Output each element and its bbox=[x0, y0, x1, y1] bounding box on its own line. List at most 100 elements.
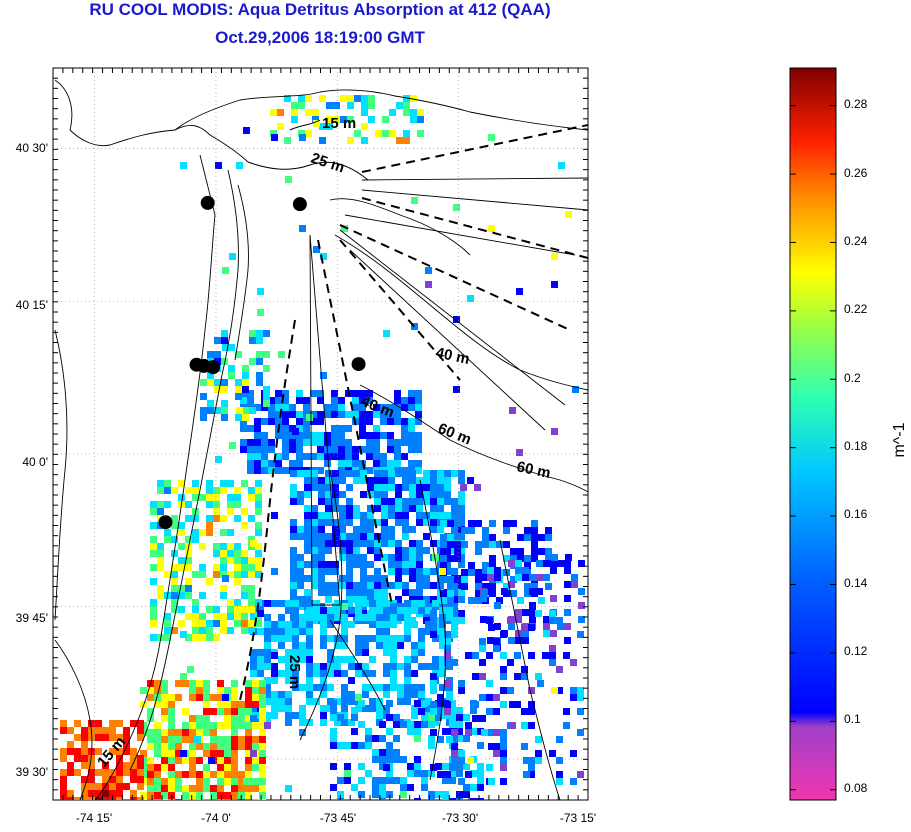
data-pixel bbox=[564, 623, 571, 630]
data-pixel bbox=[360, 491, 367, 498]
data-pixel bbox=[383, 635, 390, 642]
data-pixel bbox=[447, 541, 454, 548]
data-pixel bbox=[407, 784, 414, 791]
data-pixel bbox=[332, 568, 339, 575]
station-marker bbox=[158, 515, 173, 530]
data-pixel bbox=[200, 407, 207, 414]
data-pixel bbox=[256, 358, 263, 365]
data-pixel bbox=[217, 750, 224, 757]
data-pixel bbox=[386, 742, 393, 749]
data-pixel bbox=[528, 771, 535, 778]
data-pixel bbox=[264, 677, 271, 684]
data-pixel bbox=[168, 708, 175, 715]
data-pixel bbox=[325, 470, 332, 477]
data-pixel bbox=[489, 562, 496, 569]
data-pixel bbox=[359, 411, 366, 418]
data-pixel bbox=[259, 701, 266, 708]
data-pixel bbox=[182, 708, 189, 715]
data-pixel bbox=[423, 582, 430, 589]
data-pixel bbox=[404, 614, 411, 621]
data-pixel bbox=[415, 418, 422, 425]
data-pixel bbox=[414, 700, 421, 707]
lon-tick-label: -74 15' bbox=[76, 811, 112, 825]
data-pixel bbox=[360, 512, 367, 519]
data-pixel bbox=[437, 526, 444, 533]
data-pixel bbox=[255, 557, 262, 564]
data-pixel bbox=[479, 673, 486, 680]
data-pixel bbox=[418, 628, 425, 635]
data-pixel bbox=[81, 755, 88, 762]
data-pixel bbox=[531, 527, 538, 534]
data-pixel bbox=[185, 557, 192, 564]
data-pixel bbox=[264, 628, 271, 635]
data-pixel bbox=[257, 309, 264, 316]
data-pixel bbox=[327, 670, 334, 677]
data-pixel bbox=[447, 534, 454, 541]
data-pixel bbox=[235, 379, 242, 386]
data-pixel bbox=[213, 564, 220, 571]
data-pixel bbox=[372, 791, 379, 798]
data-pixel bbox=[440, 590, 447, 597]
data-pixel bbox=[284, 137, 291, 144]
data-pixel bbox=[231, 743, 238, 750]
data-pixel bbox=[171, 585, 178, 592]
data-pixel bbox=[220, 550, 227, 557]
data-pixel bbox=[332, 533, 339, 540]
data-pixel bbox=[369, 635, 376, 642]
data-pixel bbox=[214, 386, 221, 393]
data-pixel bbox=[360, 519, 367, 526]
data-pixel bbox=[468, 569, 475, 576]
data-pixel bbox=[248, 592, 255, 599]
data-pixel bbox=[439, 712, 446, 719]
data-pixel bbox=[366, 418, 373, 425]
data-pixel bbox=[468, 520, 475, 527]
data-pixel bbox=[507, 687, 514, 694]
data-pixel bbox=[168, 764, 175, 771]
data-pixel bbox=[278, 656, 285, 663]
data-pixel bbox=[440, 520, 447, 527]
data-pixel bbox=[88, 797, 95, 800]
data-pixel bbox=[352, 453, 359, 460]
data-pixel bbox=[362, 663, 369, 670]
data-pixel bbox=[479, 659, 486, 666]
data-pixel bbox=[444, 652, 451, 659]
data-pixel bbox=[408, 404, 415, 411]
data-pixel bbox=[359, 390, 366, 397]
data-pixel bbox=[189, 757, 196, 764]
data-pixel bbox=[231, 736, 238, 743]
data-pixel bbox=[296, 446, 303, 453]
data-pixel bbox=[362, 684, 369, 691]
data-pixel bbox=[303, 439, 310, 446]
data-pixel bbox=[296, 425, 303, 432]
data-pixel bbox=[247, 467, 254, 474]
data-pixel bbox=[531, 520, 538, 527]
data-pixel bbox=[360, 568, 367, 575]
data-pixel bbox=[536, 560, 543, 567]
data-pixel bbox=[81, 748, 88, 755]
data-pixel bbox=[222, 736, 229, 743]
data-pixel bbox=[408, 397, 415, 404]
data-pixel bbox=[339, 610, 346, 617]
data-pixel bbox=[380, 453, 387, 460]
data-pixel bbox=[487, 574, 494, 581]
data-pixel bbox=[278, 642, 285, 649]
data-pixel bbox=[545, 534, 552, 541]
data-pixel bbox=[451, 582, 458, 589]
data-pixel bbox=[116, 748, 123, 755]
data-pixel bbox=[380, 460, 387, 467]
data-pixel bbox=[360, 575, 367, 582]
data-pixel bbox=[285, 691, 292, 698]
data-pixel bbox=[439, 670, 446, 677]
data-pixel bbox=[368, 102, 375, 109]
data-pixel bbox=[449, 777, 456, 784]
data-pixel bbox=[298, 130, 305, 137]
data-pixel bbox=[290, 589, 297, 596]
data-pixel bbox=[306, 628, 313, 635]
data-pixel bbox=[217, 701, 224, 708]
data-pixel bbox=[489, 541, 496, 548]
data-pixel bbox=[386, 770, 393, 777]
data-pixel bbox=[292, 656, 299, 663]
data-pixel bbox=[514, 673, 521, 680]
data-pixel bbox=[425, 705, 432, 712]
data-pixel bbox=[348, 656, 355, 663]
